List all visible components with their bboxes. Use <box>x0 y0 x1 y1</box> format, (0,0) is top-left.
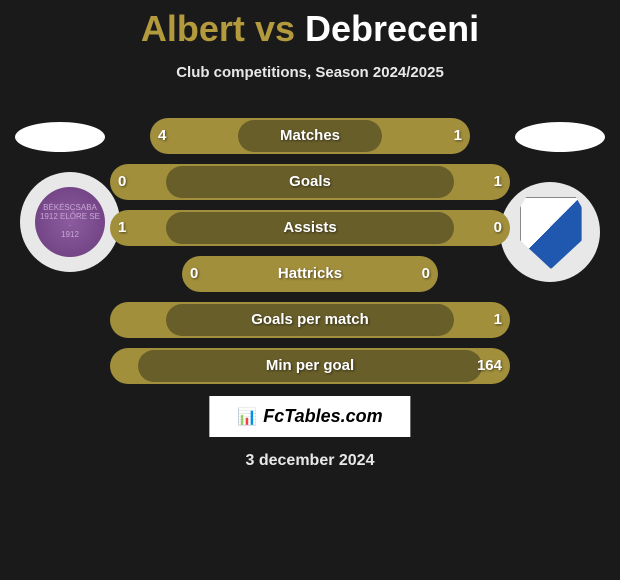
crest-left-inner: BÉKÉSCSABA1912 ELŐRE SE·1912 <box>35 187 105 257</box>
stat-label: Hattricks <box>110 256 510 292</box>
stat-value-left: 1 <box>118 210 126 246</box>
stat-row: Goals0 1 <box>110 164 510 200</box>
stat-value-left: 0 <box>118 164 126 200</box>
stat-value-right: 0 <box>422 256 430 292</box>
stat-row: Min per goal164 <box>110 348 510 384</box>
stat-row: Hattricks0 0 <box>110 256 510 292</box>
team-crest-right <box>500 182 600 282</box>
vs-text: vs <box>255 8 295 49</box>
stat-value-right: 164 <box>477 348 502 384</box>
chart-icon: 📊 <box>237 407 257 427</box>
stat-value-right: 1 <box>454 118 462 154</box>
player-right-name: Debreceni <box>305 8 479 49</box>
stat-label: Matches <box>110 118 510 154</box>
stat-value-right: 0 <box>494 210 502 246</box>
stat-value-right: 1 <box>494 164 502 200</box>
date: 3 december 2024 <box>0 452 620 470</box>
comparison-title: Albert vs Debreceni <box>0 0 620 50</box>
watermark-text: FcTables.com <box>263 406 382 427</box>
watermark: 📊 FcTables.com <box>209 396 410 437</box>
stats-area: Matches41Goals01Assists10Hattricks00Goal… <box>110 118 510 394</box>
team-crest-left: BÉKÉSCSABA1912 ELŐRE SE·1912 <box>20 172 120 272</box>
stat-label: Goals per match <box>110 302 510 338</box>
podium-left <box>15 122 105 152</box>
stat-value-left: 4 <box>158 118 166 154</box>
stat-row: Assists1 0 <box>110 210 510 246</box>
stat-label: Goals <box>110 164 510 200</box>
stat-row: Goals per match1 <box>110 302 510 338</box>
stat-label: Assists <box>110 210 510 246</box>
player-left-name: Albert <box>141 8 245 49</box>
stat-label: Min per goal <box>110 348 510 384</box>
crest-left-text: BÉKÉSCSABA1912 ELŐRE SE·1912 <box>40 204 100 239</box>
subtitle: Club competitions, Season 2024/2025 <box>0 64 620 81</box>
stat-row: Matches4 1 <box>110 118 510 154</box>
stat-value-right: 1 <box>494 302 502 338</box>
podium-right <box>515 122 605 152</box>
stat-value-left: 0 <box>190 256 198 292</box>
crest-right-shield <box>520 197 580 267</box>
